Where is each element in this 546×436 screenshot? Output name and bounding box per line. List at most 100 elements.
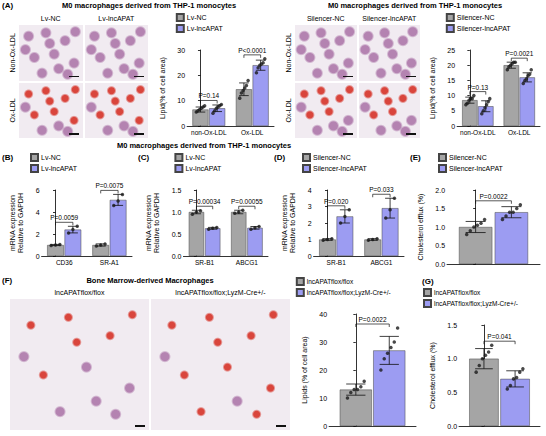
svg-text:ABCG1: ABCG1 [236,259,258,266]
svg-text:1.0: 1.0 [435,224,445,231]
html-text:M0 macrophages derived from TH: M0 macrophages derived from THP-1 monocy… [61,1,237,10]
svg-text:20: 20 [447,62,455,69]
svg-text:Lv-NC: Lv-NC [41,154,61,161]
html-text:(G): (G) [422,277,434,286]
svg-text:0.0: 0.0 [447,423,457,430]
svg-text:lncAPATflox/flox;LyzM-Cre+/-: lncAPATflox/flox;LyzM-Cre+/- [434,300,518,308]
svg-text:1.5: 1.5 [172,187,182,194]
svg-text:5: 5 [451,107,455,114]
svg-text:0: 0 [36,253,40,260]
html-text:(F): (F) [2,276,13,285]
svg-text:P=0.0059: P=0.0059 [50,214,78,221]
svg-text:Silencer-lncAPAT: Silencer-lncAPAT [457,25,512,32]
svg-text:1.5: 1.5 [435,205,445,212]
svg-text:2: 2 [308,220,312,227]
svg-text:Relative to GAPDH: Relative to GAPDH [289,193,296,253]
svg-text:10: 10 [177,97,185,104]
svg-text:P=0.0021: P=0.0021 [505,50,533,57]
svg-text:Silencer-NC: Silencer-NC [449,154,487,161]
svg-text:4: 4 [308,187,312,194]
svg-text:Ox-LDL: Ox-LDL [508,129,531,136]
html-text:Bone Marrow-derived Macrophage: Bone Marrow-derived Macrophages [86,276,214,285]
svg-text:40: 40 [319,311,327,318]
svg-text:Silencer-lncAPAT: Silencer-lncAPAT [449,165,504,172]
svg-text:lncAPATflox/flox;LyzM-Cre+/-: lncAPATflox/flox;LyzM-Cre+/- [307,289,391,297]
svg-text:Lipid(% of cell area): Lipid(% of cell area) [159,57,167,119]
html-text:(C): (C) [138,153,150,162]
svg-text:3: 3 [308,203,312,210]
svg-text:Cholesterol efflux (%): Cholesterol efflux (%) [417,194,425,261]
svg-text:20: 20 [319,367,327,374]
svg-text:CD36: CD36 [56,259,73,266]
svg-text:Ox-LDL: Ox-LDL [241,129,264,136]
svg-text:P=0.00055: P=0.00055 [231,198,263,205]
svg-text:6: 6 [36,187,40,194]
svg-text:25: 25 [447,47,455,54]
svg-text:0: 0 [451,123,455,130]
svg-text:20: 20 [177,72,185,79]
svg-text:Lipids (% of cell area): Lipids (% of cell area) [301,336,309,403]
svg-text:SR-B1: SR-B1 [195,259,215,266]
svg-text:2.0: 2.0 [435,187,445,194]
html-text:(E): (E) [410,153,421,162]
svg-text:0.5: 0.5 [435,242,445,249]
svg-text:0.0: 0.0 [435,261,445,268]
svg-text:Relative to GAPDH: Relative to GAPDH [17,193,24,253]
svg-text:0.0: 0.0 [172,253,182,260]
svg-text:P=0.020: P=0.020 [324,198,349,205]
html-text:Lv-lncAPAT: Lv-lncAPAT [98,15,135,22]
svg-text:mRNA expression: mRNA expression [9,195,17,251]
html-text:M0 macrophages derived from TH: M0 macrophages derived from THP-1 monocy… [116,141,292,150]
svg-text:Cholesterol efflux (%): Cholesterol efflux (%) [429,342,437,409]
svg-text:P=0.033: P=0.033 [369,186,394,193]
svg-text:mRNA expression: mRNA expression [281,195,289,251]
svg-text:30: 30 [177,47,185,54]
svg-text:0: 0 [181,123,185,130]
svg-text:P=0.00034: P=0.00034 [189,198,221,205]
svg-text:0: 0 [323,423,327,430]
html-text:Lv-NC: Lv-NC [40,15,61,22]
svg-text:ABCG1: ABCG1 [370,259,392,266]
svg-text:Lv-lncAPAT: Lv-lncAPAT [187,25,224,32]
svg-text:1.5: 1.5 [447,322,457,329]
html-text:(D): (D) [274,153,286,162]
svg-text:lncAPATflox/flox: lncAPATflox/flox [434,289,481,296]
html-text:M0 macrophages derived from TH: M0 macrophages derived from THP-1 monocy… [327,1,503,10]
svg-text:10: 10 [319,395,327,402]
svg-text:Lipid(% of cell area): Lipid(% of cell area) [429,57,437,119]
svg-text:non-Ox-LDL: non-Ox-LDL [460,129,496,136]
svg-text:1.0: 1.0 [447,355,457,362]
svg-text:Lv-lncAPAT: Lv-lncAPAT [41,165,78,172]
svg-text:0: 0 [308,253,312,260]
svg-text:Relative to GAPDH: Relative to GAPDH [153,193,160,253]
svg-text:15: 15 [447,77,455,84]
svg-text:Silencer-NC: Silencer-NC [457,14,495,21]
svg-text:P=0.0075: P=0.0075 [95,182,123,189]
svg-text:SR-B1: SR-B1 [327,259,347,266]
svg-text:Lv-NC: Lv-NC [185,154,205,161]
svg-text:non-Ox-LDL: non-Ox-LDL [191,129,227,136]
svg-text:mRNA expression: mRNA expression [145,195,153,251]
svg-text:0.5: 0.5 [447,389,457,396]
svg-text:Lv-lncAPAT: Lv-lncAPAT [185,165,222,172]
svg-text:Lv-NC: Lv-NC [187,14,207,21]
svg-text:P=0.14: P=0.14 [198,92,219,99]
svg-text:P=0.0022: P=0.0022 [359,316,387,323]
svg-text:0.5: 0.5 [172,231,182,238]
svg-text:P=0.13: P=0.13 [467,84,488,91]
svg-text:Silencer-lncAPAT: Silencer-lncAPAT [313,165,368,172]
svg-text:1: 1 [308,236,312,243]
svg-text:Silencer-NC: Silencer-NC [313,154,351,161]
svg-text:4: 4 [36,209,40,216]
svg-text:1.0: 1.0 [172,209,182,216]
svg-text:P=0.041: P=0.041 [487,333,512,340]
svg-text:10: 10 [447,92,455,99]
svg-text:lncAPATflox/flox: lncAPATflox/flox [307,278,354,285]
svg-text:P=0.0022: P=0.0022 [480,193,508,200]
svg-text:SR-A1: SR-A1 [100,259,120,266]
svg-text:30: 30 [319,339,327,346]
html-text:(B): (B) [2,153,14,162]
svg-text:2: 2 [36,231,40,238]
html-text:(A): (A) [2,1,14,10]
svg-text:P<0.0001: P<0.0001 [238,47,266,54]
